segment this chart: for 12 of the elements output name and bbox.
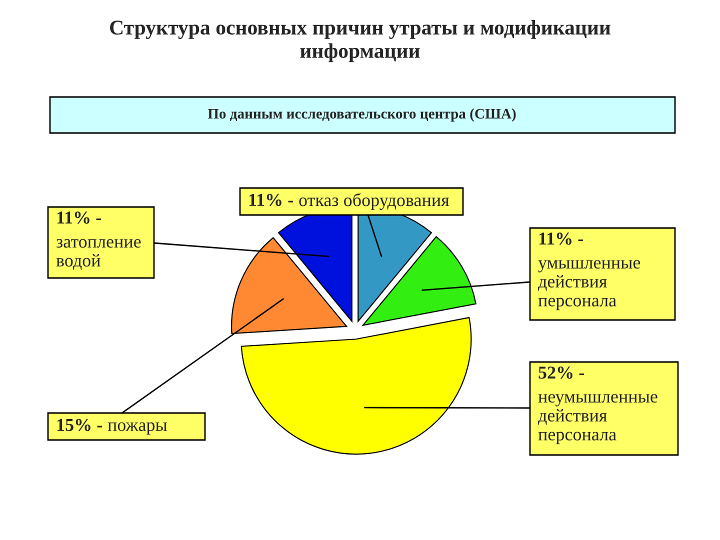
chart-title: Структура основных причин утраты и модификации информации — [110, 20, 610, 62]
slice-label: затопление водой — [56, 239, 141, 270]
slice-label: отказ оборудования — [299, 193, 450, 210]
data-label: 15% - — [57, 418, 102, 432]
data-label: 11% - — [249, 194, 293, 206]
data-label: 11% - — [539, 232, 583, 245]
data-label: 52% - — [538, 366, 584, 379]
chart-subtitle: По данным исследовательского центра (США) — [208, 108, 516, 122]
slice-label: пожары — [108, 422, 167, 435]
slice-label: неумышленные действия персонала — [538, 394, 658, 444]
data-label: 11% - — [57, 212, 101, 224]
slice-label: умышленные действия персонала — [538, 260, 640, 310]
